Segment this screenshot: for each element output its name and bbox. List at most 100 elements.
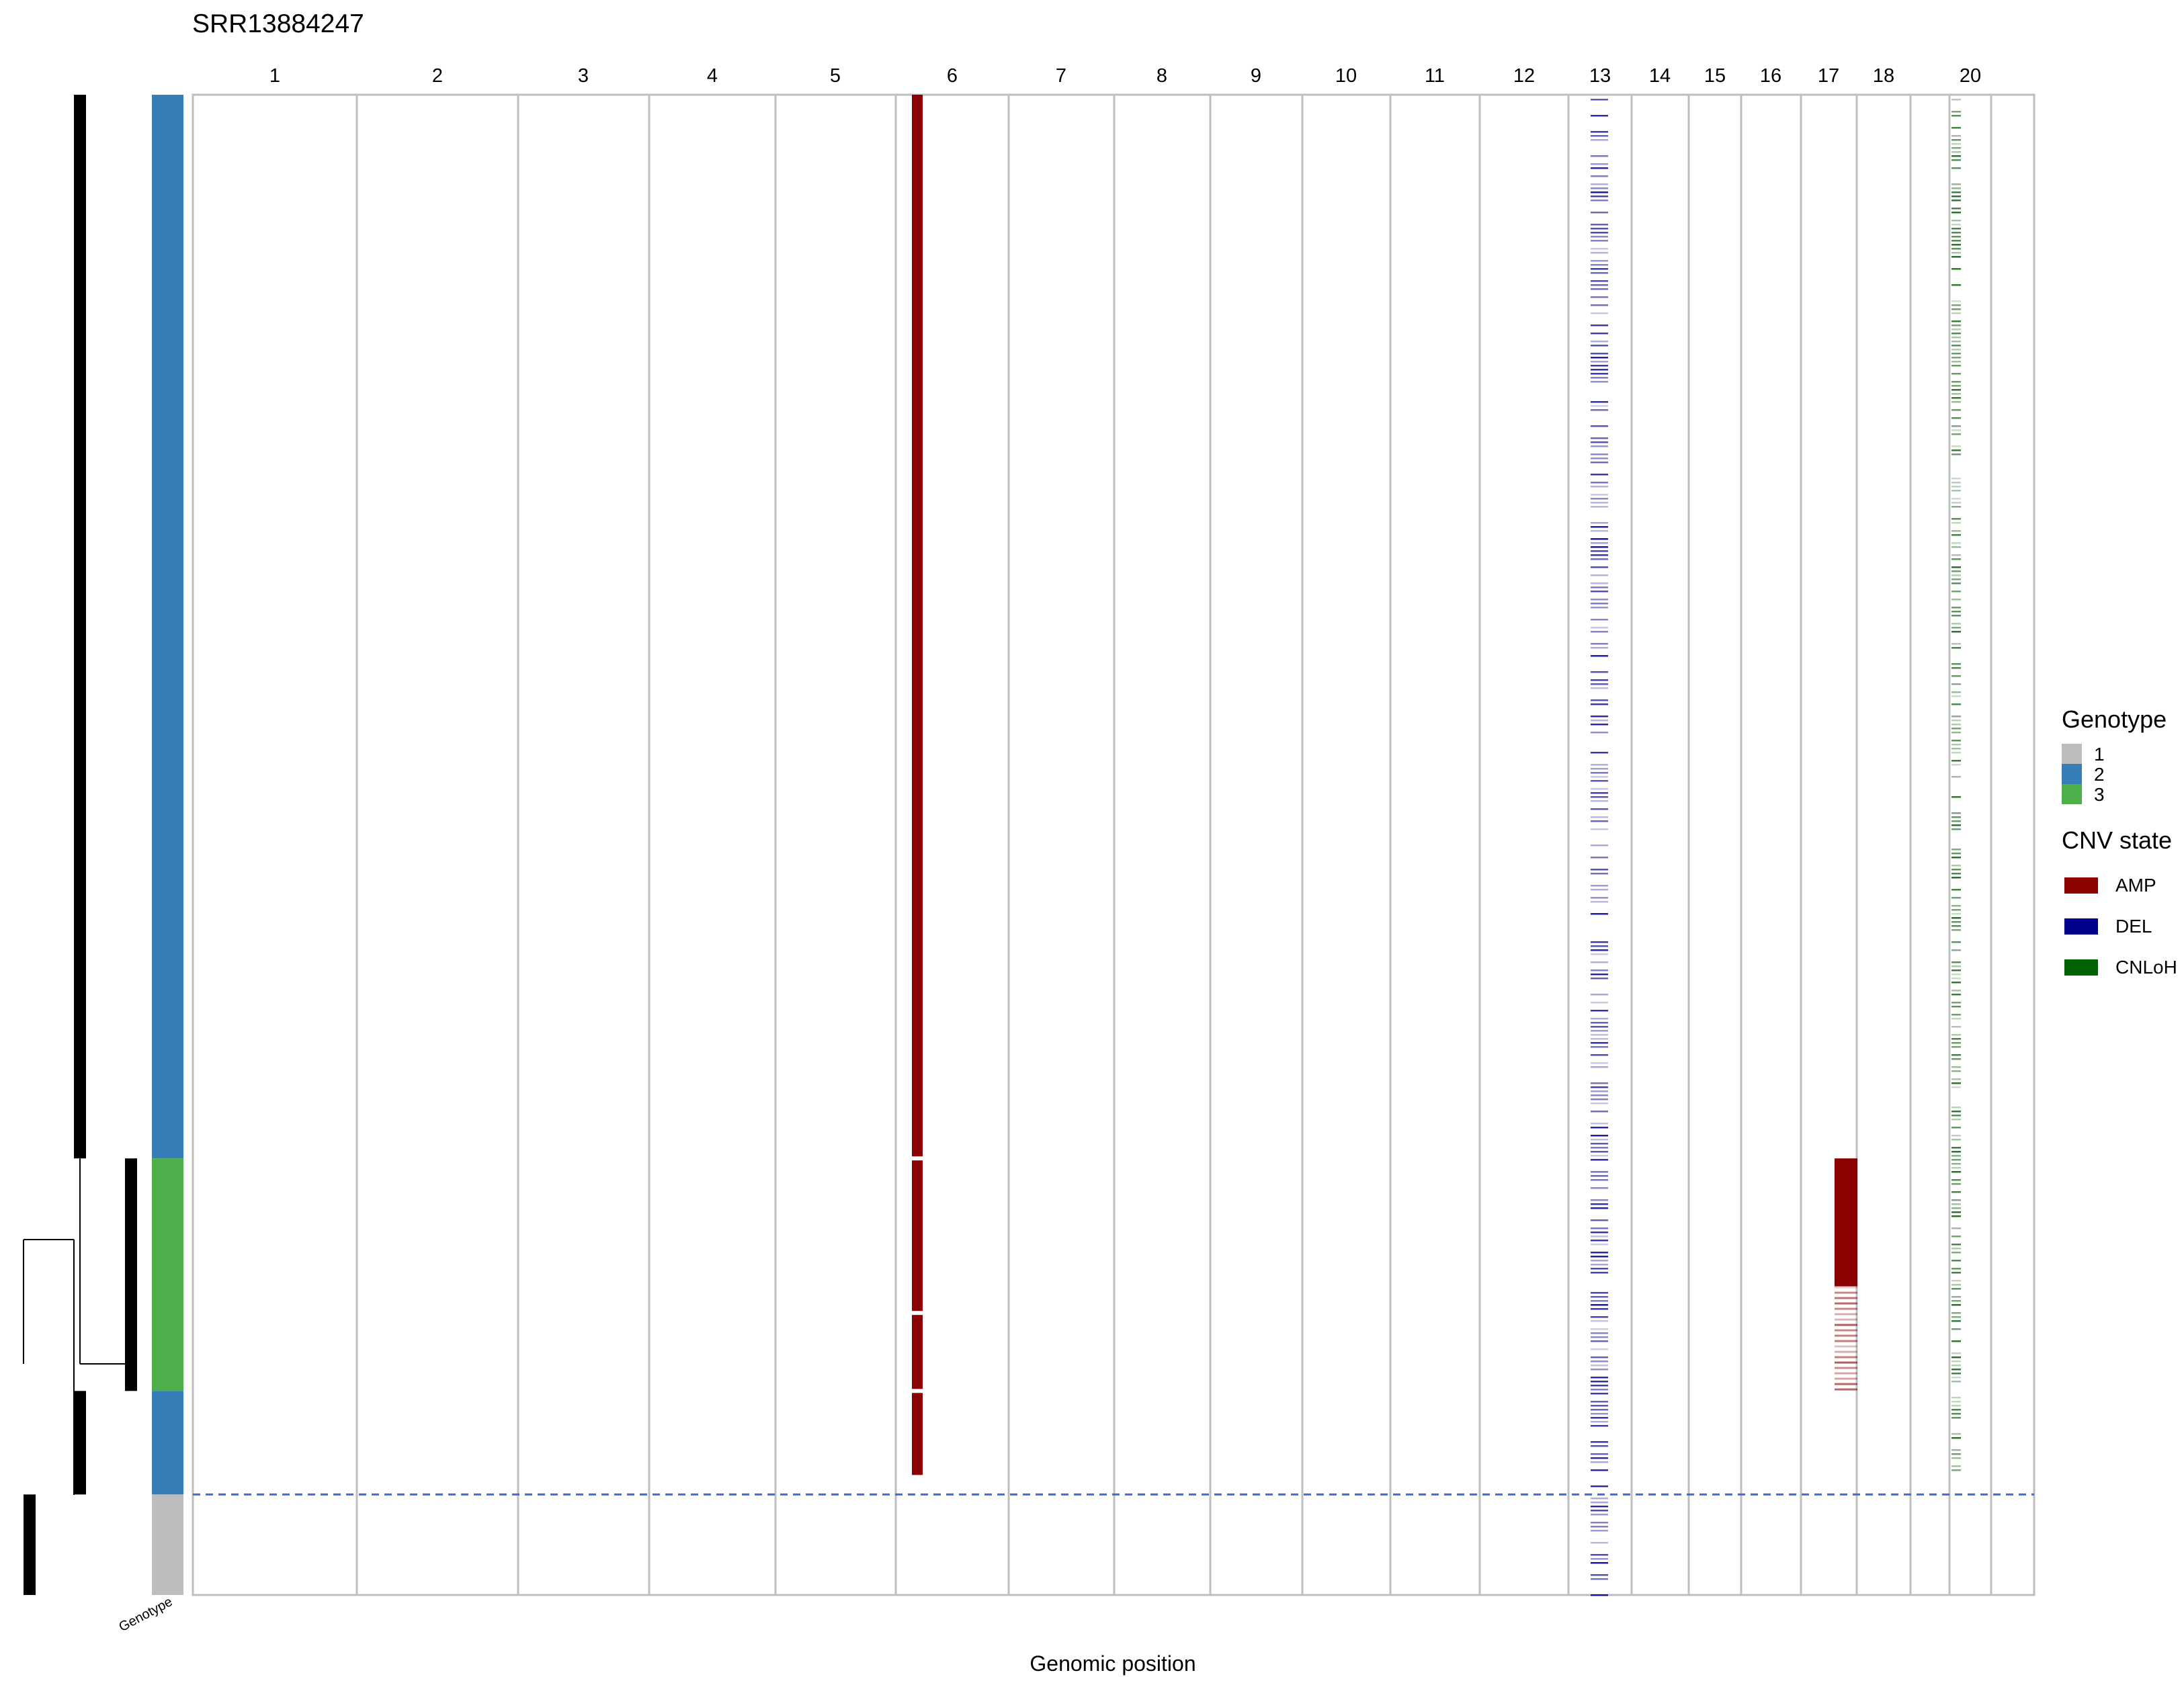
cnv-event-cell [1951, 393, 1961, 395]
cnv-event-cell [1951, 502, 1961, 504]
cnv-event-cell [1591, 1562, 1608, 1564]
cnv-event-cell [1591, 1139, 1608, 1141]
cnv-event-cell [1951, 748, 1961, 750]
cnv-event-cell [1591, 1244, 1608, 1246]
cnv-event-cell [1591, 252, 1608, 254]
cnv-event-cell [1951, 574, 1961, 576]
cnv-event-cell [1591, 655, 1608, 657]
cnv-event-cell [1951, 691, 1961, 693]
cnv-event-cell [1951, 1352, 1961, 1354]
cnv-event-cell [1591, 1510, 1608, 1512]
cnv-event-cell [1591, 212, 1608, 214]
cnv-legend-swatch [2064, 877, 2098, 894]
cnv-event-cell [1951, 1227, 1961, 1229]
cnv-event-cell [1591, 462, 1608, 464]
cnv-event-cell [1591, 574, 1608, 576]
genotype-legend-label: 1 [2094, 744, 2105, 765]
cnv-event-cell [1951, 1304, 1961, 1306]
cnv-event-cell [1591, 1409, 1608, 1411]
cnv-event-cell [1591, 260, 1608, 262]
cnv-event-cell [1951, 417, 1961, 419]
cnv-event-cell [1591, 845, 1608, 847]
cnv-event-cell [1591, 772, 1608, 774]
cnv-event-cell [1951, 542, 1961, 544]
cnv-event-cell [1591, 792, 1608, 794]
cnv-event-cell [1951, 816, 1961, 818]
cnv-event-cell [1591, 530, 1608, 532]
cnv-event-cell [1951, 220, 1961, 222]
cnv-event-cell [1951, 341, 1961, 343]
cnv-event-cell [1951, 1453, 1961, 1455]
cnv-event-cell [1951, 111, 1961, 113]
cnv-event-cell [1591, 1175, 1608, 1177]
cnv-event-cell [1951, 1401, 1961, 1403]
cnv-event-cell [1591, 1526, 1608, 1528]
cnv-event-cell [1951, 208, 1961, 210]
cnv-event-cell [1591, 1578, 1608, 1580]
cnv-event-cell [1591, 897, 1608, 899]
cnv-event-cell [1591, 1558, 1608, 1560]
cnv-event-cell [1591, 155, 1608, 157]
cnv-event-cell [1591, 405, 1608, 407]
cnv-event-cell [1951, 337, 1961, 339]
chromosome-panel [1687, 93, 1742, 1596]
cnv-event-cell [1951, 1155, 1961, 1157]
cnv-event-cell [1951, 949, 1961, 951]
cnv-event-cell [1591, 1018, 1608, 1020]
cnv-event-cell [1951, 724, 1961, 726]
chromosome-panel [1301, 93, 1392, 1596]
cnv-event-cell [1951, 1361, 1961, 1363]
cnv-event-cell [1591, 1054, 1608, 1056]
genotype-annotation-bar [152, 95, 183, 1595]
chromosome-panel [1990, 93, 2035, 1596]
cnv-event-cell [1951, 1034, 1961, 1036]
dendrogram-leaf-bar [74, 95, 86, 1159]
cnv-event-cell [1951, 969, 1961, 972]
cnv-event-cell [1951, 167, 1961, 169]
cnv-event-cell [1591, 780, 1608, 782]
cnv-event-cell [1951, 1457, 1961, 1459]
cnv-event-cell [1591, 901, 1608, 903]
cnv-event-cell [1591, 1151, 1608, 1153]
cnv-event-cell [1951, 990, 1961, 992]
cnv-event-cell [1591, 776, 1608, 778]
cnv-event-cell [1951, 498, 1961, 500]
cnv-event-cell [1835, 1377, 1857, 1380]
genotype-block [152, 95, 183, 1159]
cnv-event-cell [1591, 969, 1608, 972]
cnv-event-segment [912, 1160, 923, 1311]
cnv-event-cell [1951, 1018, 1961, 1020]
cnv-event-cell [1951, 1300, 1961, 1302]
cnv-event-segment [912, 1315, 923, 1389]
cnv-event-cell [1951, 578, 1961, 580]
cnv-event-cell [1951, 820, 1961, 822]
cnv-event-cell [1591, 828, 1608, 830]
cnv-event-segment [912, 95, 923, 1157]
cnv-event-cell [1591, 1026, 1608, 1028]
cnv-event-cell [1951, 365, 1961, 367]
cnv-event-cell [1591, 619, 1608, 621]
cnv-event-cell [1591, 1594, 1608, 1596]
cnv-event-cell [1951, 1026, 1961, 1028]
cnv-event-cell [1951, 643, 1961, 645]
cnv-event-cell [1835, 1361, 1857, 1364]
chromosome-labels: 1 2 3 4 5 6 7 8 9 10 11 12 13 14 15 16 17 18 20 [269, 65, 1981, 87]
cnv-event-cell [1591, 627, 1608, 629]
cnv-event-cell [1951, 1058, 1961, 1060]
cnv-event-cell [1591, 679, 1608, 681]
cnv-event-cell [1951, 1340, 1961, 1342]
cnv-event-cell [1591, 1522, 1608, 1524]
cnv-event-cell [1951, 397, 1961, 399]
cnv-event-cell [1591, 1361, 1608, 1363]
cnv-event-cell [1951, 647, 1961, 649]
cnv-event-cell [1591, 961, 1608, 963]
cnv-event-cell [1951, 917, 1961, 919]
cnv-event-cell [1951, 333, 1961, 335]
cnv-event-cell [1591, 857, 1608, 859]
cnv-event-cell [1951, 490, 1961, 492]
cnv-event-cell [1591, 502, 1608, 504]
cnv-event-cell [1591, 1038, 1608, 1040]
cnv-event-cell [1951, 139, 1961, 141]
cnv-event-cell [1951, 744, 1961, 746]
